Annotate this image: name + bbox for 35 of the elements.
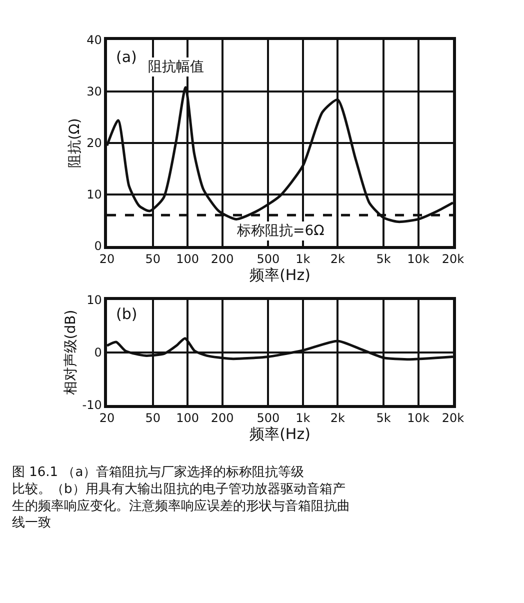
- y-tick-label: 10: [86, 293, 102, 308]
- y-tick-label: 40: [86, 33, 102, 48]
- caption: 图 16.1 （a）音箱阻抗与厂家选择的标称阻抗等级比较。（b）用具有大输出阻抗的电子管功放器驱动音箱产生的频率响应变化。注意频率响应误差的形状与音箱阻抗曲线一致: [12, 464, 350, 531]
- y-tick-label: 10: [86, 188, 102, 202]
- x-tick-label: 5k: [376, 411, 391, 426]
- y-tick-label: 0: [94, 346, 102, 360]
- annotation: (a): [116, 48, 137, 66]
- y-axis-title: 相对声级(dB): [62, 310, 79, 396]
- x-tick-label: 20k: [442, 252, 464, 266]
- annotation: 阻抗幅值: [148, 59, 204, 75]
- ref-line-label: 标称阻抗=6Ω: [236, 223, 325, 239]
- x-tick-label: 50: [145, 411, 161, 426]
- x-tick-label: 10k: [407, 411, 430, 426]
- x-tick-label: 100: [176, 411, 200, 426]
- x-tick-label: 1k: [296, 411, 310, 426]
- y-tick-label: 20: [86, 136, 102, 150]
- x-tick-label: 2k: [330, 252, 346, 266]
- x-tick-label: 10k: [407, 252, 430, 266]
- x-tick-label: 1k: [296, 252, 310, 266]
- x-tick-label: 500: [256, 411, 280, 426]
- y-axis-title: 阻抗(Ω): [67, 118, 84, 168]
- y-tick-label: 30: [86, 84, 102, 99]
- y-tick-label: 0: [94, 239, 102, 254]
- x-axis-title: 频率(Hz): [250, 425, 310, 444]
- x-tick-label: 100: [176, 252, 200, 266]
- y-tick-label: -10: [82, 398, 102, 412]
- x-tick-label: 50: [145, 252, 161, 266]
- annotation: (b): [116, 305, 138, 323]
- x-tick-label: 20k: [442, 411, 464, 426]
- x-tick-label: 200: [210, 411, 234, 426]
- x-tick-label: 5k: [376, 252, 391, 266]
- x-tick-label: 500: [256, 252, 280, 266]
- x-axis-title: 频率(Hz): [250, 266, 310, 284]
- x-tick-label: 200: [210, 252, 234, 266]
- x-tick-label: 2k: [330, 411, 346, 426]
